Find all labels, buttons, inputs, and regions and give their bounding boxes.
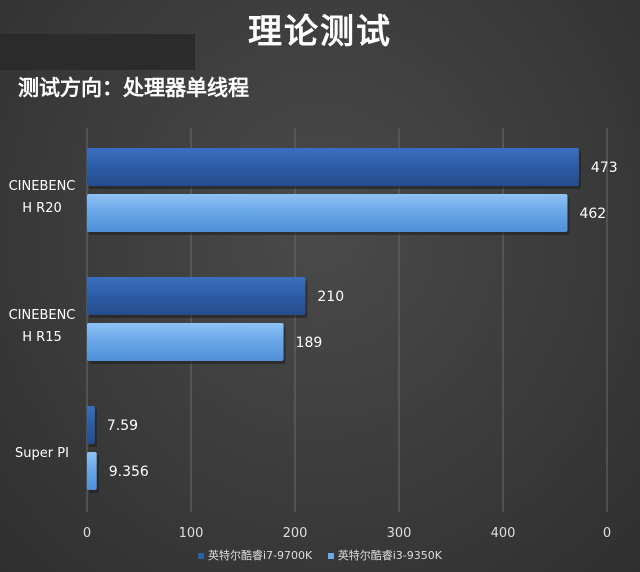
legend: 英特尔酷睿i7-9700K 英特尔酷睿i3-9350K — [0, 547, 640, 563]
legend-swatch-series-1 — [198, 553, 205, 559]
category-label: H R15 — [22, 330, 61, 345]
x-tick-label: 200 — [283, 526, 308, 541]
data-label: 210 — [317, 289, 344, 305]
category-label: Super PI — [15, 446, 69, 461]
x-tick-label: 0 — [603, 526, 611, 541]
bar-series-1 — [87, 277, 306, 315]
legend-swatch-series-2 — [327, 553, 334, 559]
x-tick-label: 100 — [179, 526, 204, 541]
data-label: 7.59 — [107, 418, 138, 434]
title-band — [0, 34, 195, 70]
legend-label-series-1: 英特尔酷睿i7-9700K — [208, 549, 313, 562]
bar-series-1 — [87, 148, 579, 186]
bar-series-1 — [87, 406, 95, 444]
data-label: 473 — [591, 160, 618, 176]
data-label: 462 — [579, 206, 606, 222]
page-title: 理论测试 — [248, 12, 392, 52]
legend-label-series-2: 英特尔酷睿i3-9350K — [337, 549, 442, 562]
bar-series-2 — [87, 323, 284, 361]
bar-series-2 — [87, 194, 568, 232]
data-label: 189 — [296, 335, 323, 351]
bar-series-2 — [87, 452, 97, 490]
legend-item-series-2: 英特尔酷睿i3-9350K — [327, 547, 442, 563]
x-tick-label: 300 — [387, 526, 412, 541]
legend-item-series-1: 英特尔酷睿i7-9700K — [198, 547, 312, 563]
category-label: CINEBENC — [9, 308, 76, 323]
category-label: H R20 — [22, 201, 61, 216]
title-area: 理论测试 — [0, 0, 640, 70]
x-tick-label: 0 — [83, 526, 91, 541]
x-tick-label: 400 — [491, 526, 516, 541]
data-label: 9.356 — [109, 464, 149, 480]
category-label: CINEBENC — [9, 179, 76, 194]
chart-subtitle: 测试方向：处理器单线程 — [18, 76, 249, 100]
